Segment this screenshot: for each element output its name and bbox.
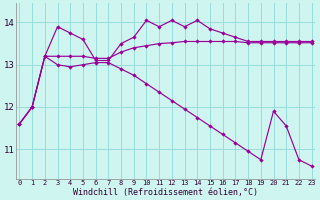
X-axis label: Windchill (Refroidissement éolien,°C): Windchill (Refroidissement éolien,°C) — [73, 188, 258, 197]
